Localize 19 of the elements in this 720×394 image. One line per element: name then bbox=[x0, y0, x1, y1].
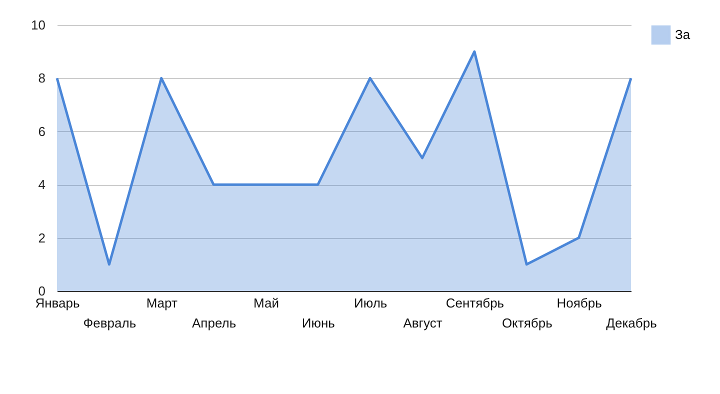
y-tick-label: 2 bbox=[38, 230, 46, 246]
y-tick-label: 10 bbox=[31, 18, 46, 32]
x-tick-label: Март bbox=[146, 296, 178, 310]
y-tick-label: 8 bbox=[38, 70, 46, 86]
y-tick-label: 6 bbox=[38, 124, 46, 139]
x-tick-label: Апрель bbox=[192, 316, 236, 330]
x-tick-label: Декабрь bbox=[606, 316, 658, 330]
x-tick-label: Январь bbox=[35, 296, 80, 310]
x-tick-label: Июль bbox=[354, 296, 388, 310]
x-tick-label: Август bbox=[403, 316, 442, 330]
legend-label: За bbox=[675, 27, 691, 42]
x-tick-label: Сентябрь bbox=[446, 296, 504, 310]
x-tick-label: Июнь bbox=[302, 316, 336, 330]
y-tick-label: 4 bbox=[38, 177, 46, 192]
x-tick-label: Ноябрь bbox=[556, 296, 602, 310]
x-tick-label: Октябрь bbox=[502, 316, 553, 330]
x-tick-label: Февраль bbox=[83, 316, 136, 330]
x-tick-label: Май bbox=[253, 296, 279, 310]
y-tick-label: 0 bbox=[38, 284, 46, 298]
